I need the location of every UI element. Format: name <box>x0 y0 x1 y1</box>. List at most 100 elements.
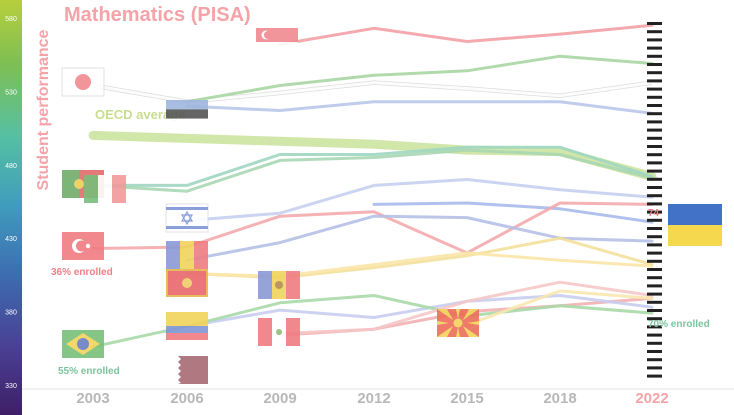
flag-part <box>258 271 272 299</box>
marker-tick <box>647 259 662 263</box>
brazil-flag-icon <box>62 330 104 358</box>
marker-tick <box>647 374 662 378</box>
year-2022-marker <box>647 22 662 378</box>
flag-part <box>453 318 463 328</box>
flag-part <box>182 278 192 288</box>
flag-part <box>62 170 79 198</box>
x-tick-label: 2006 <box>170 390 203 407</box>
italy-flag-icon <box>84 175 126 203</box>
flag-part <box>166 356 181 384</box>
marker-tick <box>647 366 662 370</box>
marker-tick <box>647 325 662 329</box>
series-line <box>372 201 654 224</box>
marker-tick <box>647 87 662 91</box>
x-tick-label: 2018 <box>543 390 576 407</box>
series-line <box>91 148 654 193</box>
x-tick-label: 2003 <box>76 390 109 407</box>
flag-part <box>76 240 87 252</box>
x-tick-label: 2012 <box>357 390 390 407</box>
marker-tick <box>647 79 662 83</box>
flag-part <box>286 271 300 299</box>
marker-tick <box>647 300 662 304</box>
estonia-flag-icon <box>166 100 208 128</box>
x-tick-label: 2022 <box>635 390 668 407</box>
marker-tick <box>647 128 662 132</box>
marker-tick <box>647 30 662 34</box>
series-line <box>278 280 654 336</box>
marker-tick <box>647 169 662 173</box>
y-tick-label: 380 <box>5 310 17 317</box>
israel-flag-icon <box>165 203 209 233</box>
flag-part <box>258 318 272 346</box>
flag-part <box>456 327 460 337</box>
flag-part <box>74 179 84 189</box>
flag-part <box>166 100 208 110</box>
flag-part <box>85 243 91 249</box>
series-line <box>185 214 654 262</box>
series-line <box>91 81 654 104</box>
enrollment-annotation: 70% enrolled <box>648 319 710 330</box>
montenegro-flag-icon <box>166 269 208 297</box>
chart-title: Mathematics (PISA) <box>64 4 251 26</box>
north-macedonia-flag-icon <box>437 309 479 337</box>
marker-tick <box>647 54 662 58</box>
flag-part <box>264 31 272 39</box>
flag-part <box>194 241 208 269</box>
flag-part <box>166 118 208 128</box>
marker-tick <box>647 276 662 280</box>
marker-tick <box>647 46 662 50</box>
singapore-flag-icon <box>256 28 298 56</box>
marker-tick <box>647 202 662 206</box>
marker-tick <box>647 358 662 362</box>
flag-part <box>463 309 479 320</box>
flag-part <box>467 321 479 325</box>
enrollment-annotation: 36% enrolled <box>51 267 113 278</box>
flag-part <box>276 329 282 335</box>
y-tick-label: 430 <box>5 236 17 243</box>
marker-tick <box>647 251 662 255</box>
marker-tick <box>647 120 662 124</box>
flag-part <box>463 326 479 337</box>
flag-part <box>256 42 298 56</box>
flag-part <box>456 309 460 319</box>
peru-flag-icon <box>258 318 300 346</box>
flag-part <box>275 281 283 289</box>
flag-part <box>166 207 208 210</box>
flag-part <box>437 326 453 337</box>
series-line <box>278 23 654 46</box>
flag-part <box>437 321 449 325</box>
flag-part <box>166 312 208 326</box>
marker-tick <box>647 227 662 230</box>
series-line <box>185 294 654 328</box>
marker-tick <box>647 38 662 42</box>
oecd-average-label: OECD average <box>95 107 185 122</box>
flag-part <box>98 175 112 203</box>
colombia-flag-icon <box>166 312 208 340</box>
flag-part <box>166 333 208 340</box>
marker-tick <box>647 186 662 189</box>
series-line <box>185 178 654 223</box>
performance-color-scale <box>0 0 22 415</box>
y-tick-label: 530 <box>5 89 17 96</box>
x-tick-label: 2015 <box>450 390 483 407</box>
flag-part <box>75 74 91 90</box>
oecd-average-line <box>88 130 657 181</box>
flag-part <box>286 318 300 346</box>
marker-tick <box>647 333 662 337</box>
romania-flag-icon <box>166 241 208 269</box>
marker-tick <box>647 136 662 140</box>
marker-tick <box>647 104 662 107</box>
flag-part <box>180 210 194 222</box>
marker-tick <box>647 268 662 271</box>
series-line <box>91 145 654 187</box>
marker-tick <box>647 71 662 75</box>
x-tick-label: 2009 <box>263 390 296 407</box>
flag-part <box>84 175 98 203</box>
marker-tick <box>647 341 662 345</box>
flag-part <box>668 204 722 225</box>
marker-tick <box>647 284 662 288</box>
flag-part <box>77 338 89 350</box>
marker-tick <box>647 317 662 321</box>
